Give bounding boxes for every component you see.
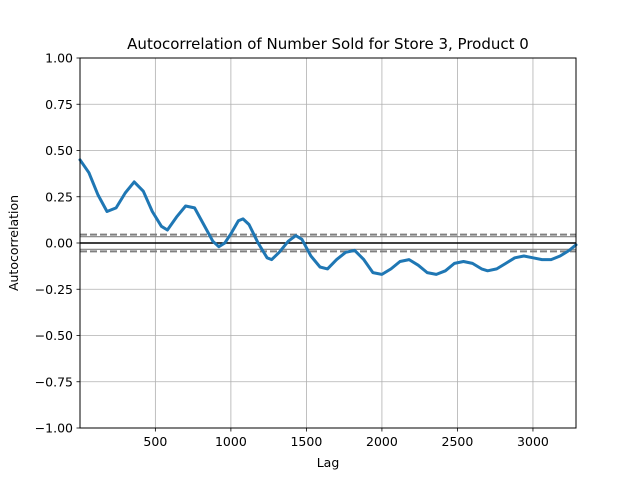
x-tick-label: 1000 — [215, 434, 247, 449]
y-tick-label: 0.75 — [45, 97, 73, 112]
x-tick-label: 2500 — [442, 434, 474, 449]
y-tick-label: 0.50 — [45, 143, 73, 158]
x-axis-ticks: 500 1000 1500 2000 2500 3000 — [143, 428, 549, 449]
chart-title: Autocorrelation of Number Sold for Store… — [127, 35, 529, 53]
series-layer — [78, 158, 578, 276]
y-tick-label: 0.00 — [45, 236, 73, 251]
x-tick-label: 3000 — [517, 434, 549, 449]
y-tick-label: −1.00 — [35, 421, 73, 436]
reference-lines — [80, 233, 576, 253]
y-tick-label: 0.25 — [45, 189, 73, 204]
x-tick-label: 1500 — [290, 434, 322, 449]
y-tick-label: −0.50 — [35, 328, 73, 343]
y-tick-label: −0.25 — [35, 282, 73, 297]
y-tick-label: 1.00 — [45, 51, 73, 66]
x-tick-label: 500 — [143, 434, 167, 449]
x-tick-label: 2000 — [366, 434, 398, 449]
x-axis-label: Lag — [317, 455, 340, 470]
y-tick-label: −0.75 — [35, 374, 73, 389]
y-axis-label: Autocorrelation — [6, 195, 21, 291]
y-axis-ticks: −1.00 −0.75 −0.50 −0.25 0.00 0.25 0.50 0.75 1.00 — [35, 51, 80, 436]
autocorrelation-series-line — [78, 158, 578, 276]
